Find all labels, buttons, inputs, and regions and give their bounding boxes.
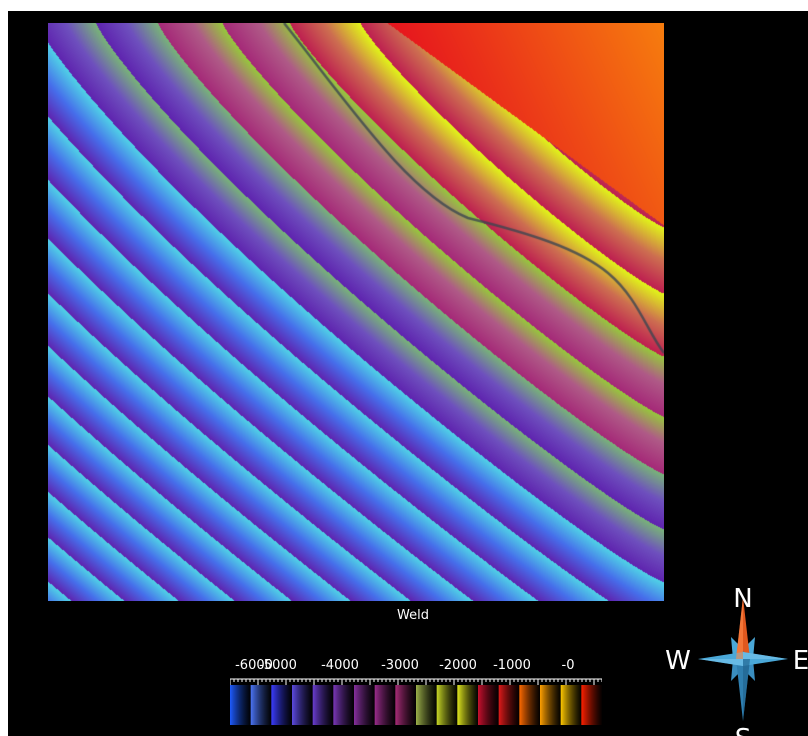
- compass-south-label: S: [735, 724, 752, 736]
- legend-tick-label: -6000: [235, 658, 273, 673]
- legend-tick-label: -3000: [381, 658, 419, 673]
- contour-plot[interactable]: [48, 23, 664, 601]
- legend-color-band: [374, 685, 396, 725]
- legend-color-band: [312, 685, 334, 725]
- legend-color-band: [271, 685, 293, 725]
- legend-color-band: [498, 685, 520, 725]
- plot-label: Weld: [397, 608, 429, 623]
- compass-rose-icon: N W E S: [665, 584, 808, 736]
- legend-color-band: [560, 685, 582, 725]
- legend-color-band: [292, 685, 314, 725]
- legend-tick-labels: -6000-5000 -4000 -3000 -2000 -1000 -0: [235, 658, 574, 673]
- color-legend: -6000-5000 -4000 -3000 -2000 -1000 -0: [230, 658, 602, 725]
- legend-color-band: [581, 685, 602, 725]
- legend-color-band: [457, 685, 479, 725]
- legend-color-band: [395, 685, 417, 725]
- legend-ticks: [230, 679, 602, 685]
- compass-west-label: W: [665, 646, 691, 676]
- legend-color-band: [436, 685, 458, 725]
- legend-color-band: [250, 685, 272, 725]
- legend-tick-label: -1000: [493, 658, 531, 673]
- legend-color-band: [519, 685, 541, 725]
- legend-color-band: [416, 685, 438, 725]
- compass-east-label: E: [793, 646, 808, 676]
- legend-tick-label: -4000: [321, 658, 359, 673]
- legend-color-band: [540, 685, 562, 725]
- legend-tick-label: -0: [562, 658, 575, 673]
- legend-color-band: [230, 685, 252, 725]
- compass-north-label: N: [733, 584, 752, 614]
- legend-tick-label: -2000: [439, 658, 477, 673]
- legend-color-band: [478, 685, 500, 725]
- legend-color-band: [333, 685, 355, 725]
- legend-color-bar: [230, 685, 602, 725]
- legend-color-band: [354, 685, 376, 725]
- viewport[interactable]: Weld -6000 -5000 -4000 -3000 -2000 -1000 -0 N …: [8, 11, 808, 736]
- legend-tick-label: -5000: [259, 658, 297, 673]
